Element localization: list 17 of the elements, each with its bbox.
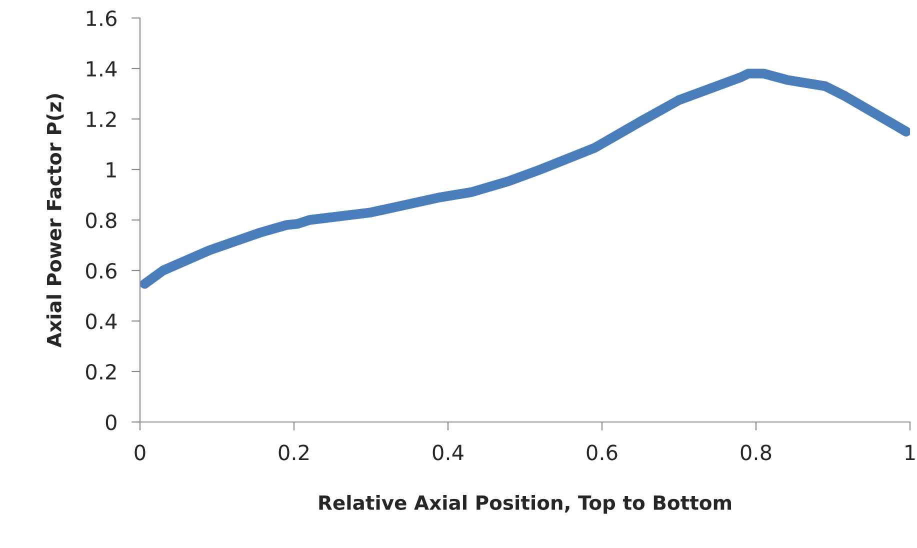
x-tick-label: 1 (906, 444, 915, 460)
x-tick-label: 0.2 (278, 444, 308, 460)
y-tick-label: 1.2 (86, 111, 116, 127)
y-axis-title: Axial Power Factor P(z) (46, 94, 64, 348)
y-tick-label: 1.6 (86, 10, 116, 26)
y-tick-label: 0.6 (86, 262, 116, 279)
x-tick-label: 0.6 (586, 444, 618, 460)
x-tick-label: 0.8 (740, 444, 772, 460)
y-tick-label: 0.8 (86, 212, 116, 228)
y-tick-label: 0.4 (86, 313, 117, 330)
y-tick-label: 1 (106, 162, 116, 178)
x-tick-label: 0 (134, 444, 146, 460)
x-tick-label: 0.4 (432, 444, 464, 460)
y-tick-label: 0 (106, 414, 116, 430)
y-tick-label: 0.2 (86, 364, 116, 380)
y-tick-label: 1.4 (86, 61, 117, 76)
x-axis-title: Relative Axial Position, Top to Bottom (319, 494, 731, 514)
